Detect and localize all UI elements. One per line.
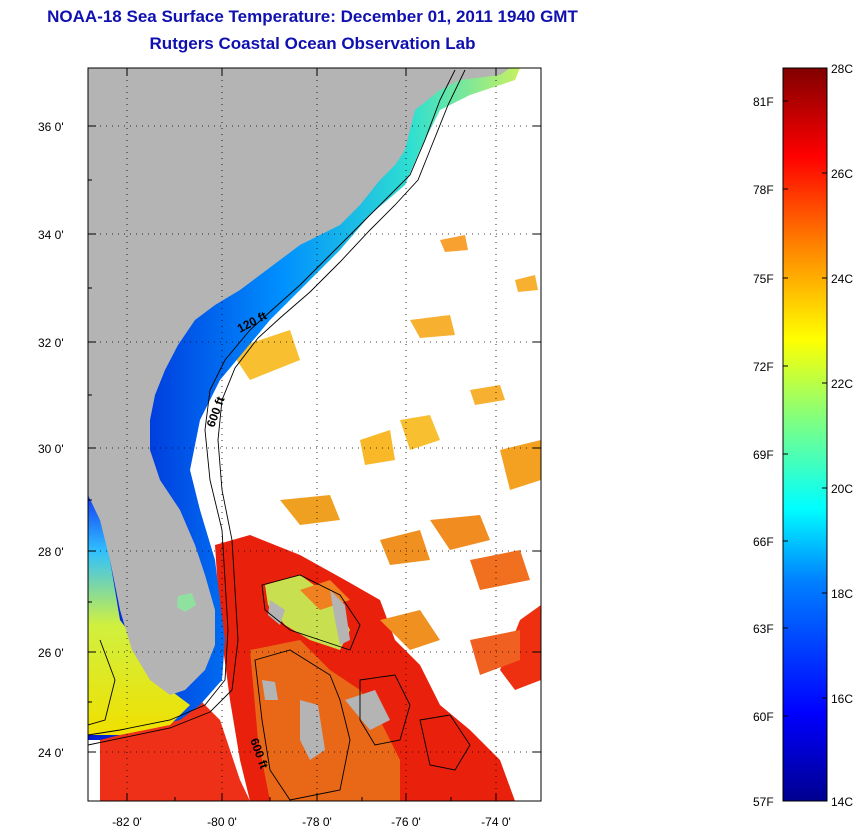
colorbar-c-18: 18C — [831, 587, 853, 601]
colorbar-f-63: 63F — [753, 622, 774, 636]
colorbar-f-60: 60F — [753, 710, 774, 724]
lat-label-28: 28 0' — [38, 545, 64, 559]
colorbar-ticks — [783, 100, 827, 717]
axis-ticks — [88, 68, 541, 801]
lon-label-80: -80 0' — [207, 815, 237, 829]
colorbar-f-69: 69F — [753, 448, 774, 462]
land-bahamas — [262, 590, 390, 760]
lon-label-82: -82 0' — [112, 815, 142, 829]
lat-label-30: 30 0' — [38, 442, 64, 456]
lon-label-76: -76 0' — [391, 815, 421, 829]
colorbar-c-26: 26C — [831, 167, 853, 181]
colorbar-f-81: 81F — [753, 95, 774, 109]
colorbar-f-75: 75F — [753, 272, 774, 286]
lon-label-78: -78 0' — [302, 815, 332, 829]
colorbar-c-14: 14C — [831, 795, 853, 809]
graticule — [88, 68, 541, 801]
colorbar-c-16: 16C — [831, 692, 853, 706]
lat-label-32: 32 0' — [38, 336, 64, 350]
colorbar-f-78: 78F — [753, 183, 774, 197]
lat-label-26: 26 0' — [38, 646, 64, 660]
lake-okeechobee — [177, 593, 196, 612]
map-plot-area — [88, 68, 541, 801]
colorbar-f-57: 57F — [753, 795, 774, 809]
lon-label-74: -74 0' — [481, 815, 511, 829]
colorbar-c-24: 24C — [831, 272, 853, 286]
sst-warm-patches — [100, 235, 541, 801]
colorbar-f-72: 72F — [753, 360, 774, 374]
map-subtitle: Rutgers Coastal Ocean Observation Lab — [149, 34, 476, 53]
colorbar-gradient — [782, 67, 828, 802]
temperature-colorbar: 81F 78F 75F 72F 69F 66F 63F 60F 57F 28C … — [753, 62, 853, 809]
isobath-contours — [88, 69, 471, 801]
land-mass-southeast-us — [88, 68, 510, 695]
lat-label-24: 24 0' — [38, 746, 64, 760]
colorbar-c-22: 22C — [831, 377, 853, 391]
map-frame — [87, 67, 542, 802]
map-title: NOAA-18 Sea Surface Temperature: Decembe… — [47, 7, 578, 26]
colorbar-f-66: 66F — [753, 535, 774, 549]
lat-label-34: 34 0' — [38, 228, 64, 242]
lat-label-36: 36 0' — [38, 120, 64, 134]
colorbar-c-28: 28C — [831, 62, 853, 76]
colorbar-c-20: 20C — [831, 482, 853, 496]
gulf-shelf-water — [88, 490, 190, 735]
